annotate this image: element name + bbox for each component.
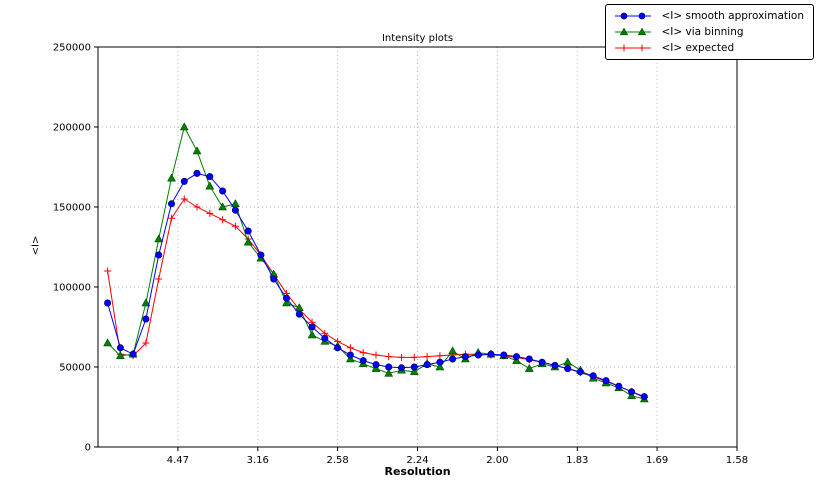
svg-text:150000: 150000 (53, 203, 91, 214)
svg-text:50000: 50000 (59, 363, 91, 374)
svg-text:0: 0 (85, 443, 91, 454)
chart-title: Intensity plots (381, 33, 454, 44)
x-axis-label: Resolution (384, 465, 451, 478)
svg-text:2.24: 2.24 (406, 455, 428, 466)
legend: <I> smooth approximation <I> via binning… (605, 4, 814, 60)
legend-item-via-binning: <I> via binning (612, 25, 804, 39)
legend-marker-plus-icon (612, 41, 654, 55)
legend-label: <I> expected (661, 42, 735, 54)
svg-text:200000: 200000 (53, 123, 91, 134)
svg-text:2.00: 2.00 (486, 455, 508, 466)
svg-text:1.58: 1.58 (726, 455, 748, 466)
svg-text:3.16: 3.16 (247, 455, 269, 466)
legend-marker-circle-icon (612, 9, 654, 23)
svg-text:1.83: 1.83 (566, 455, 588, 466)
svg-text:1.69: 1.69 (646, 455, 668, 466)
legend-label: <I> smooth approximation (661, 10, 804, 22)
legend-label: <I> via binning (661, 26, 744, 38)
legend-item-smooth-approximation: <I> smooth approximation (612, 9, 804, 23)
legend-marker-triangle-icon (612, 25, 654, 39)
svg-text:2.58: 2.58 (326, 455, 348, 466)
legend-item-expected: <I> expected (612, 41, 804, 55)
svg-text:100000: 100000 (53, 283, 91, 294)
svg-text:4.47: 4.47 (167, 455, 189, 466)
svg-text:250000: 250000 (53, 43, 91, 54)
y-axis-label: <I> (30, 235, 42, 256)
